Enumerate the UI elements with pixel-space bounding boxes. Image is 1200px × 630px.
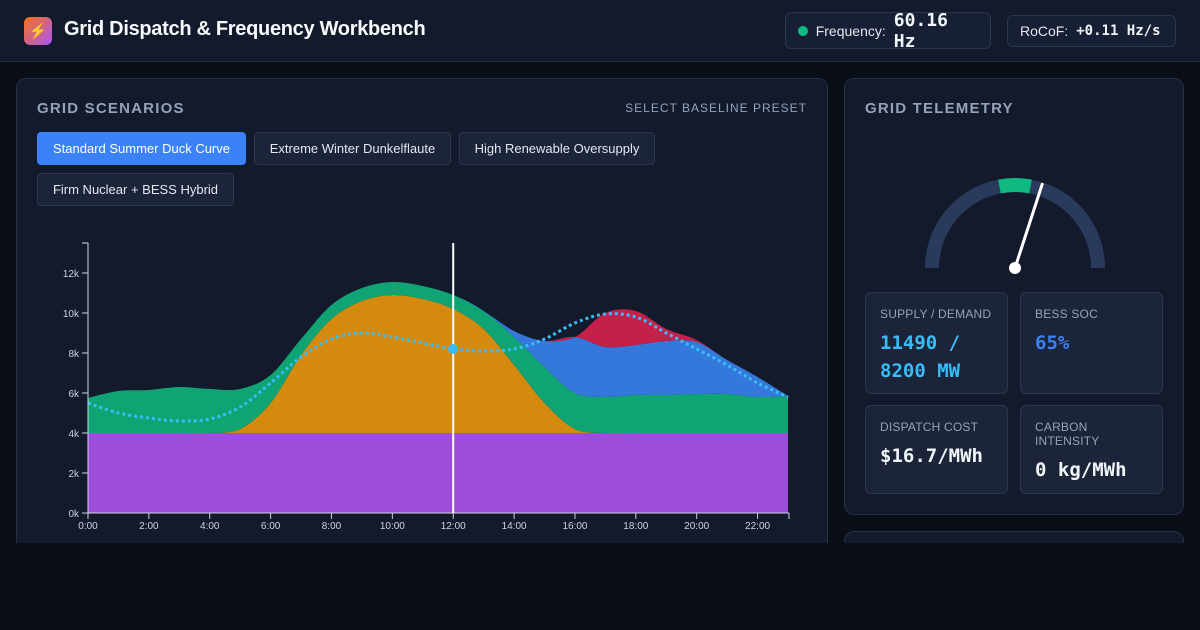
x-tick-label: 4:00 bbox=[200, 521, 220, 529]
scenarios-title: GRID SCENARIOS bbox=[37, 100, 185, 117]
rocof-indicator: RoCoF: +0.11 Hz/s bbox=[1007, 15, 1176, 47]
frequency-indicator: Frequency: 60.16 Hz bbox=[785, 9, 991, 52]
gauge-track bbox=[925, 178, 1105, 269]
scenario-button-summer-duck-curve[interactable]: Standard Summer Duck Curve bbox=[37, 132, 246, 165]
grid-telemetry-panel: GRID TELEMETRY SUPPLY / DEMAND 11490 / 8… bbox=[844, 78, 1184, 515]
x-tick-label: 6:00 bbox=[261, 521, 281, 529]
x-tick-label: 8:00 bbox=[322, 521, 342, 529]
x-tick-label: 18:00 bbox=[623, 521, 648, 529]
scenario-button-nuclear-bess-hybrid[interactable]: Firm Nuclear + BESS Hybrid bbox=[37, 173, 234, 206]
lightning-icon: ⚡ bbox=[24, 17, 52, 45]
x-tick-label: 20:00 bbox=[684, 521, 709, 529]
app-title: Grid Dispatch & Frequency Workbench bbox=[64, 18, 426, 40]
gauge-nominal-band bbox=[998, 178, 1032, 194]
rocof-label: RoCoF: bbox=[1020, 23, 1069, 39]
gauge-needle bbox=[1013, 182, 1044, 270]
y-tick-label: 0k bbox=[68, 509, 80, 520]
x-tick-label: 12:00 bbox=[441, 521, 466, 529]
frequency-value: 60.16 Hz bbox=[893, 9, 948, 52]
generation-area-1 bbox=[88, 294, 788, 434]
y-tick-label: 10k bbox=[63, 309, 80, 320]
grid-scenarios-panel: GRID SCENARIOS SELECT BASELINE PRESET St… bbox=[16, 78, 828, 558]
y-tick-label: 8k bbox=[68, 349, 80, 360]
x-tick-label: 14:00 bbox=[502, 521, 527, 529]
x-tick-label: 0:00 bbox=[78, 521, 98, 529]
carbon-intensity-value: 0 kg/MWh bbox=[1035, 459, 1127, 481]
supply-demand-label: SUPPLY / DEMAND bbox=[880, 307, 992, 321]
carbon-intensity-card: CARBON INTENSITY 0 kg/MWh bbox=[1020, 405, 1163, 494]
y-tick-label: 12k bbox=[63, 269, 80, 280]
rocof-value: +0.11 Hz/s bbox=[1076, 23, 1161, 39]
generation-area-2 bbox=[88, 281, 788, 434]
frequency-gauge bbox=[925, 178, 1105, 274]
bess-soc-value: 65% bbox=[1035, 332, 1070, 354]
generation-area-3 bbox=[88, 281, 788, 398]
dispatch-cost-value: $16.7/MWh bbox=[880, 445, 983, 467]
page-background bbox=[0, 543, 1200, 630]
x-tick-label: 16:00 bbox=[562, 521, 587, 529]
scenario-button-winter-dunkelflaute[interactable]: Extreme Winter Dunkelflaute bbox=[254, 132, 451, 165]
dispatch-chart[interactable]: 0:00 2:00 4:00 6:00 8:00 10:00 12:00 14:00 16:00… bbox=[17, 229, 829, 529]
scenario-button-renewable-oversupply[interactable]: High Renewable Oversupply bbox=[459, 132, 655, 165]
supply-demand-card: SUPPLY / DEMAND 11490 / 8200 MW bbox=[865, 292, 1008, 394]
x-tick-label: 22:00 bbox=[745, 521, 770, 529]
x-tick-label: 2:00 bbox=[139, 521, 159, 529]
demand-line bbox=[87, 312, 789, 423]
dispatch-cost-card: DISPATCH COST $16.7/MWh bbox=[865, 405, 1008, 494]
y-tick-label: 6k bbox=[68, 389, 80, 400]
select-baseline-preset-link[interactable]: SELECT BASELINE PRESET bbox=[625, 101, 807, 115]
top-bar: ⚡ Grid Dispatch & Frequency Workbench Fr… bbox=[0, 0, 1200, 62]
generation-area-0 bbox=[88, 433, 788, 513]
time-cursor-point bbox=[448, 344, 459, 354]
y-tick-label: 2k bbox=[68, 469, 80, 480]
generation-area-4 bbox=[88, 281, 788, 398]
dispatch-cost-label: DISPATCH COST bbox=[880, 420, 979, 434]
y-tick-label: 4k bbox=[68, 429, 80, 440]
gauge-hub bbox=[1009, 262, 1021, 274]
telemetry-title: GRID TELEMETRY bbox=[865, 100, 1014, 117]
carbon-intensity-label: CARBON INTENSITY bbox=[1035, 420, 1100, 448]
bess-soc-card: BESS SOC 65% bbox=[1020, 292, 1163, 394]
x-tick-label: 10:00 bbox=[380, 521, 405, 529]
status-dot-icon bbox=[798, 25, 808, 36]
frequency-label: Frequency: bbox=[815, 22, 886, 39]
bess-soc-label: BESS SOC bbox=[1035, 307, 1098, 321]
supply-demand-value: 11490 / 8200 MW bbox=[880, 332, 961, 382]
